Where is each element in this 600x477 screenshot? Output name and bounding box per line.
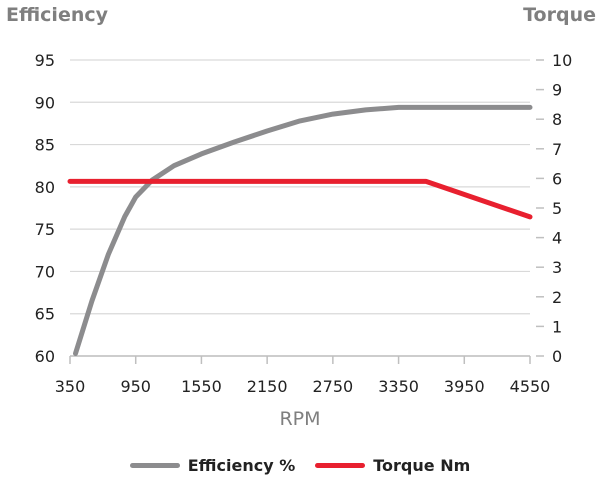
y-right-tick-label: 2 xyxy=(552,288,562,307)
x-axis-title: RPM xyxy=(279,408,321,430)
legend-swatch-torque xyxy=(315,463,366,468)
y-right-tick-label: 1 xyxy=(552,317,562,336)
torque-line xyxy=(67,178,533,220)
y-right-tick-label: 3 xyxy=(552,258,562,277)
grid-lines xyxy=(70,59,530,357)
y-right-tick-label: 5 xyxy=(552,199,562,218)
y-left-tick-label: 65 xyxy=(35,305,55,324)
y-left-tick-label: 90 xyxy=(35,93,55,112)
x-tick-label: 1550 xyxy=(181,377,222,396)
y-right-axis: 0 1 2 3 4 5 6 7 8 9 10 xyxy=(536,51,572,366)
x-tick-label: 3350 xyxy=(378,377,419,396)
x-tick-label: 950 xyxy=(120,377,151,396)
legend-swatch-efficiency xyxy=(129,463,180,468)
y-left-axis-title: Efficiency xyxy=(6,4,109,26)
y-right-tick-label: 7 xyxy=(552,140,562,159)
y-right-axis-title: Torque xyxy=(523,4,596,26)
y-right-tick-label: 10 xyxy=(552,51,572,70)
y-left-tick-label: 60 xyxy=(35,347,55,366)
x-tick-label: 2150 xyxy=(247,377,288,396)
y-left-tick-label: 70 xyxy=(35,262,55,281)
legend-item-efficiency: Efficiency % xyxy=(129,456,296,475)
legend-label-torque: Torque Nm xyxy=(373,456,471,475)
y-right-tick-label: 6 xyxy=(552,169,562,188)
y-right-tick-label: 0 xyxy=(552,347,562,366)
x-tick-label: 2750 xyxy=(312,377,353,396)
y-left-tick-label: 95 xyxy=(35,51,55,70)
y-right-tick-label: 8 xyxy=(552,110,562,129)
legend: Efficiency % Torque Nm xyxy=(0,456,600,475)
x-tick-label: 3950 xyxy=(444,377,485,396)
y-left-axis: 60 65 70 75 80 85 90 95 xyxy=(35,51,55,366)
y-right-tick-label: 4 xyxy=(552,229,562,248)
y-left-tick-label: 80 xyxy=(35,178,55,197)
legend-label-efficiency: Efficiency % xyxy=(187,456,296,475)
x-tick-label: 350 xyxy=(55,377,86,396)
x-tick-label: 4550 xyxy=(510,377,551,396)
efficiency-line xyxy=(73,104,533,356)
y-right-tick-label: 9 xyxy=(552,81,562,100)
y-left-tick-label: 75 xyxy=(35,220,55,239)
series-lines xyxy=(67,104,533,356)
legend-item-torque: Torque Nm xyxy=(315,456,470,475)
x-axis: 350 950 1550 2150 2750 3350 3950 4550 xyxy=(55,355,551,396)
y-left-tick-label: 85 xyxy=(35,136,55,155)
